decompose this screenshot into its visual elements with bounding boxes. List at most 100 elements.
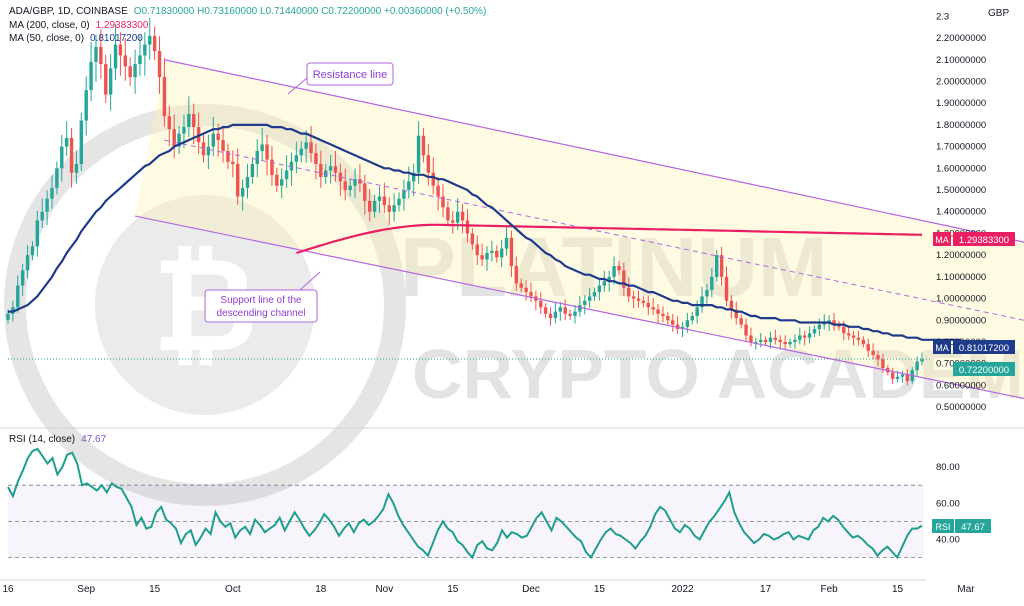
candle-body[interactable] (739, 318, 743, 325)
candle-body[interactable] (881, 359, 885, 369)
candle-body[interactable] (715, 255, 719, 277)
candle-body[interactable] (348, 185, 352, 191)
candle-body[interactable] (900, 374, 905, 377)
candle-body[interactable] (172, 129, 176, 147)
candle-body[interactable] (578, 305, 582, 312)
candle-body[interactable] (314, 153, 318, 164)
candle-body[interactable] (319, 163, 323, 178)
candle-body[interactable] (671, 320, 675, 325)
candle-body[interactable] (118, 44, 123, 56)
price-pane[interactable] (6, 17, 1024, 401)
candle-body[interactable] (480, 255, 484, 260)
candle-body[interactable] (280, 179, 284, 186)
candle-body[interactable] (778, 339, 782, 343)
candle-body[interactable] (55, 168, 59, 188)
candle-body[interactable] (876, 355, 880, 360)
candle-body[interactable] (416, 135, 421, 173)
candle-body[interactable] (84, 90, 88, 121)
support-line[interactable] (134, 215, 1024, 401)
candle-body[interactable] (377, 196, 382, 201)
candle-body[interactable] (353, 179, 357, 186)
candle-body[interactable] (758, 339, 763, 343)
candle-body[interactable] (372, 200, 377, 212)
candle-body[interactable] (612, 266, 616, 277)
candle-body[interactable] (475, 244, 479, 256)
candle-body[interactable] (763, 339, 768, 343)
candle-body[interactable] (455, 211, 460, 223)
candle-body[interactable] (524, 287, 528, 293)
candle-body[interactable] (685, 320, 690, 327)
candle-body[interactable] (529, 292, 533, 297)
candle-body[interactable] (123, 55, 128, 67)
candle-body[interactable] (192, 114, 196, 128)
candle-body[interactable] (294, 155, 299, 162)
candle-body[interactable] (568, 313, 572, 316)
candle-body[interactable] (328, 166, 333, 171)
candle-body[interactable] (656, 309, 660, 314)
candle-body[interactable] (646, 302, 650, 308)
candle-body[interactable] (157, 51, 162, 78)
candle-body[interactable] (299, 148, 303, 156)
candle-body[interactable] (602, 281, 607, 286)
candle-body[interactable] (915, 361, 919, 371)
candle-body[interactable] (250, 163, 255, 178)
candle-body[interactable] (627, 287, 631, 297)
candle-body[interactable] (79, 120, 84, 164)
candle-body[interactable] (563, 307, 567, 314)
candle-body[interactable] (148, 35, 152, 45)
candle-body[interactable] (793, 339, 797, 343)
candle-body[interactable] (25, 255, 30, 271)
candle-body[interactable] (45, 198, 49, 212)
candle-body[interactable] (104, 64, 108, 95)
candle-body[interactable] (548, 313, 553, 319)
candle-body[interactable] (783, 342, 787, 345)
ma200-line[interactable] (296, 223, 923, 255)
candle-body[interactable] (309, 142, 313, 154)
candle-body[interactable] (177, 133, 181, 147)
candle-body[interactable] (837, 324, 841, 327)
candle-body[interactable] (133, 64, 137, 78)
candle-body[interactable] (700, 296, 704, 308)
candle-body[interactable] (367, 200, 372, 212)
candle-body[interactable] (587, 296, 592, 301)
candle-body[interactable] (446, 207, 450, 221)
candle-body[interactable] (842, 326, 846, 334)
candle-body[interactable] (436, 185, 440, 197)
ma50-line[interactable] (8, 123, 962, 341)
candle-body[interactable] (710, 276, 714, 290)
candle-body[interactable] (162, 77, 167, 117)
candle-body[interactable] (284, 170, 289, 180)
legend-ma200-row[interactable]: MA (200, close, 0) 1.29383300 (9, 20, 154, 32)
candle-body[interactable] (695, 307, 699, 316)
candle-body[interactable] (832, 320, 836, 325)
candle-body[interactable] (895, 376, 900, 379)
candle-body[interactable] (236, 163, 240, 197)
candle-body[interactable] (856, 337, 861, 340)
candle-body[interactable] (539, 300, 543, 308)
candle-body[interactable] (509, 237, 514, 267)
candle-body[interactable] (802, 335, 807, 338)
candle-body[interactable] (905, 374, 910, 382)
candle-body[interactable] (460, 211, 465, 221)
candle-body[interactable] (607, 276, 611, 282)
candle-body[interactable] (485, 252, 489, 260)
symbol-label[interactable]: ADA/GBP, 1D, COINBASE (9, 6, 128, 17)
candle-body[interactable] (387, 205, 391, 212)
candle-body[interactable] (622, 270, 626, 288)
candle-body[interactable] (431, 172, 435, 186)
candle-body[interactable] (397, 198, 401, 206)
candle-body[interactable] (407, 181, 411, 191)
candle-body[interactable] (441, 196, 445, 208)
candle-body[interactable] (788, 342, 792, 345)
candle-body[interactable] (617, 266, 621, 271)
ma50-legend-label[interactable]: MA (50, close, 0) (9, 33, 85, 44)
rsi-legend-label[interactable]: RSI (14, close) (9, 434, 76, 445)
candle-body[interactable] (89, 61, 93, 91)
candle-body[interactable] (573, 311, 577, 316)
candle-body[interactable] (705, 289, 709, 297)
candle-body[interactable] (30, 246, 35, 256)
candle-body[interactable] (265, 144, 269, 160)
candle-body[interactable] (451, 220, 455, 223)
candle-body[interactable] (270, 159, 274, 175)
candle-body[interactable] (807, 333, 812, 338)
